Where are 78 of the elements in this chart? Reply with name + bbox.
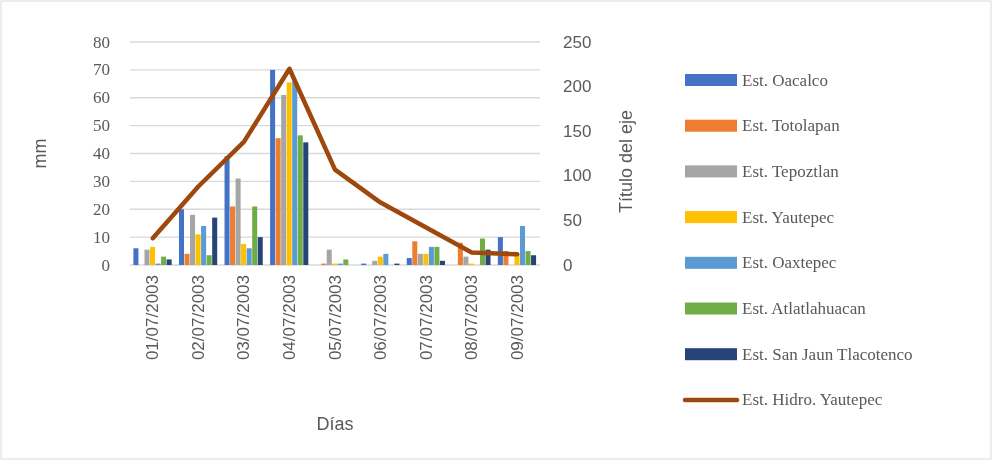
bar [519, 225, 526, 265]
x-tick-label: 01/07/2003 [143, 275, 163, 361]
x-tick-label: 04/07/2003 [279, 275, 299, 361]
legend-label: Est. Tepoztlan [742, 161, 840, 181]
bar [144, 249, 150, 265]
bar [257, 237, 263, 265]
bar [206, 255, 212, 265]
bar [439, 260, 445, 265]
bar [275, 138, 281, 265]
bar [428, 246, 434, 265]
bar [292, 81, 298, 265]
y-tick-label: 50 [93, 116, 110, 136]
legend-label: Est. Oaxtepec [742, 253, 837, 273]
y-tick-label: 10 [93, 227, 110, 247]
y-tick-label: 30 [93, 171, 110, 191]
y2-tick-label: 50 [563, 210, 582, 230]
bar [166, 259, 172, 265]
bar [190, 214, 196, 265]
bar [303, 142, 309, 265]
legend-label: Est. Totolapan [742, 116, 841, 136]
y2-tick-label: 250 [563, 32, 592, 52]
y-tick-label: 60 [93, 88, 110, 108]
x-tick-label: 05/07/2003 [325, 275, 345, 361]
y-axis-title: mm [30, 138, 50, 169]
x-tick-label: 06/07/2003 [371, 275, 391, 361]
x-axis-title: Días [316, 414, 354, 434]
y-tick-label: 0 [101, 255, 110, 275]
bar [195, 234, 201, 265]
x-tick-label: 03/07/2003 [234, 275, 254, 361]
bar [412, 241, 418, 265]
bar [230, 206, 236, 265]
legend-label: Est. Yautepec [742, 207, 835, 227]
bar [423, 253, 429, 265]
bar [434, 246, 440, 265]
bar [235, 178, 241, 265]
line-series [150, 66, 520, 257]
y2-tick-label: 0 [563, 255, 573, 275]
bar [252, 206, 258, 265]
x-tick-label: 02/07/2003 [188, 275, 208, 361]
bar [184, 253, 190, 265]
y2-tick-label: 100 [563, 166, 592, 186]
bar [343, 259, 349, 265]
y-tick-label: 80 [93, 32, 110, 52]
legend-label: Est. Atlatlahuacan [742, 299, 867, 318]
bar [241, 244, 247, 265]
bar [297, 135, 303, 265]
bar [531, 255, 537, 265]
bar [406, 258, 412, 265]
bar [201, 225, 207, 265]
legend-label: Est. San Jaun Tlacotenco [742, 344, 913, 364]
y2-tick-label: 150 [563, 121, 592, 141]
y2-axis-title: Título del eje [616, 109, 636, 214]
bar [383, 253, 389, 265]
y-tick-label: 40 [93, 144, 110, 163]
bar [161, 256, 167, 265]
legend-label: Est. Oacalco [742, 70, 828, 90]
x-tick-label: 09/07/2003 [507, 275, 527, 361]
bar [270, 69, 276, 265]
bar [178, 209, 184, 265]
bar [212, 217, 218, 265]
bar [224, 156, 230, 265]
bar [281, 94, 287, 265]
bar [246, 248, 252, 265]
y-tick-label: 20 [93, 199, 110, 219]
bar [372, 260, 378, 265]
bar [133, 248, 139, 265]
bar [326, 249, 332, 265]
bar [377, 256, 383, 265]
y-tick-label: 70 [93, 60, 110, 80]
legend-label: Est. Hidro. Yautepec [742, 390, 883, 410]
x-tick-label: 08/07/2003 [462, 275, 482, 361]
bar [150, 246, 156, 265]
bar [286, 82, 292, 265]
y2-tick-label: 200 [563, 77, 592, 97]
bar [463, 256, 469, 265]
x-tick-label: 07/07/2003 [416, 275, 436, 361]
bar [525, 251, 531, 265]
bar [417, 253, 423, 265]
